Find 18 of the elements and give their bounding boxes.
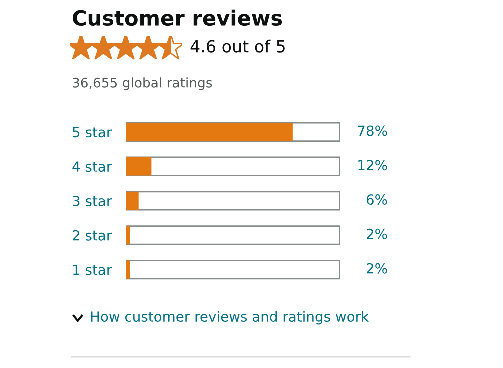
y-tick-label: 5 star [73, 127, 112, 138]
y-tick-label: 1 star [74, 264, 112, 276]
bar [126, 157, 152, 176]
data-label: 2% [366, 263, 388, 274]
text: 36,655 global ratings [73, 78, 212, 90]
bar [126, 260, 130, 279]
bar [126, 226, 130, 245]
data-label: 6% [366, 194, 388, 206]
y-tick-label: 2 star [72, 230, 112, 241]
bar [126, 192, 139, 210]
y-tick-label: 3 star [73, 196, 112, 206]
data-label: 78% [358, 126, 388, 136]
chart-subtitle: 4.6 out of 5 [190, 40, 285, 53]
text: How customer reviews and ratings work [91, 311, 370, 325]
chart-title: Customer reviews [73, 10, 282, 26]
data-label: 12% [358, 160, 388, 171]
data-label: 2% [366, 228, 388, 240]
y-tick-label: 4 star [72, 162, 112, 172]
